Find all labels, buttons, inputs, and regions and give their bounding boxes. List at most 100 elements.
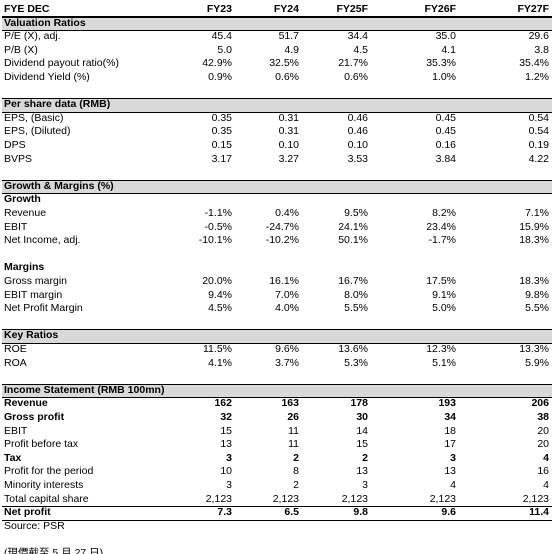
cell: 1.2% <box>525 71 549 83</box>
cell: 4.5 <box>353 43 368 56</box>
cell: 20.0% <box>202 275 232 287</box>
row-label: EBIT <box>4 220 28 233</box>
cell: 20 <box>537 438 549 451</box>
row-label: EPS, (Diluted) <box>4 125 71 138</box>
section-title: Per share data (RMB) <box>4 98 111 111</box>
row-label: ROA <box>4 356 27 369</box>
cell: 2,123 <box>522 492 549 505</box>
cell: 0.10 <box>278 139 299 151</box>
cell: 45.4 <box>211 30 232 43</box>
cell: 4 <box>450 479 456 491</box>
cell: 38 <box>537 411 549 423</box>
source: Source: PSR <box>4 519 65 532</box>
cell: -10.2% <box>265 234 299 247</box>
cell: 4.5% <box>208 302 232 315</box>
row-label: Minority interests <box>4 479 84 491</box>
cell: 1.0% <box>432 71 456 83</box>
cell: 34.4 <box>347 30 368 43</box>
row-label: ROE <box>4 343 27 355</box>
row-label: Gross margin <box>4 275 68 287</box>
cell: 21.7% <box>338 57 368 70</box>
cell: 3 <box>450 451 456 464</box>
cell: 3.53 <box>347 152 368 165</box>
cell: 0.6% <box>275 71 299 83</box>
cell: 8.0% <box>344 288 368 301</box>
row-label: P/B (X) <box>4 43 38 56</box>
cell: 20 <box>537 424 549 437</box>
row-label: Dividend Yield (%) <box>4 71 90 83</box>
section-band <box>2 16 552 32</box>
cell: 12.3% <box>426 343 456 355</box>
row-band <box>2 506 552 521</box>
cell: 14 <box>356 424 368 437</box>
column-header: FY24 <box>273 3 299 15</box>
row-label: DPS <box>4 139 26 151</box>
cell: 9.5% <box>344 207 368 219</box>
cell: 4 <box>543 479 549 491</box>
row-label: Net profit <box>4 506 51 519</box>
cell: 32.5% <box>269 57 299 70</box>
cell: 26 <box>287 411 299 423</box>
cell: 35.3% <box>426 57 456 70</box>
section-title: Growth & Margins (%) <box>4 179 114 192</box>
section-band <box>2 98 552 113</box>
cell: 193 <box>438 397 456 410</box>
cell: 3 <box>226 451 232 464</box>
cell: 4.9 <box>284 43 299 56</box>
cell: 8 <box>293 465 299 478</box>
cell: 13 <box>356 465 368 478</box>
column-header: FY23 <box>206 3 232 15</box>
cell: 0.35 <box>211 111 232 124</box>
cell: 11.5% <box>203 343 232 355</box>
row-label: Profit before tax <box>4 438 79 451</box>
row-label: Tax <box>4 451 22 464</box>
cell: 34 <box>444 411 456 423</box>
cell: 0.45 <box>435 125 456 138</box>
cell: 9.6 <box>441 506 456 519</box>
row-label: Dividend payout ratio(%) <box>4 57 119 70</box>
cell: 3.27 <box>278 152 299 165</box>
row-label: Net Income, adj. <box>4 234 81 247</box>
cell: 0.54 <box>528 111 549 124</box>
cell: 3.8 <box>534 43 549 56</box>
cell: 4.22 <box>528 152 549 165</box>
cell: 23.4% <box>426 220 456 233</box>
cell: 7.1% <box>525 207 549 219</box>
cell: 29.6 <box>528 30 549 43</box>
cell: 13 <box>220 438 232 451</box>
cell: 35.0 <box>435 30 456 43</box>
cell: 5.1% <box>432 356 456 369</box>
cell: 0.31 <box>278 111 299 124</box>
cell: 9.4% <box>208 288 232 301</box>
row-label: Net Profit Margin <box>4 302 83 315</box>
cell: 15 <box>356 438 368 451</box>
cell: 32 <box>220 411 232 423</box>
cell: 0.6% <box>344 71 368 83</box>
row-label: Profit for the period <box>4 465 94 478</box>
cell: 4.1 <box>441 43 456 56</box>
cell: 3.84 <box>435 152 456 165</box>
cell: 7.3 <box>217 506 232 519</box>
cell: 42.9% <box>202 57 232 70</box>
cell: 0.31 <box>278 125 299 138</box>
section-band <box>2 179 552 195</box>
row-label: BVPS <box>4 152 33 165</box>
cell: 5.9% <box>525 356 549 369</box>
cell: 9.8% <box>525 288 549 301</box>
cell: 15.9% <box>519 220 549 233</box>
cell: 2 <box>293 479 299 491</box>
cell: 17.5% <box>426 275 456 287</box>
row-label: Total capital share <box>4 492 89 505</box>
cell: 7.0% <box>275 288 299 301</box>
cell: 3.17 <box>211 152 232 165</box>
cell: 4.0% <box>275 302 299 315</box>
cell: 17 <box>444 438 456 451</box>
cell: 178 <box>350 397 368 410</box>
column-header: FY25F <box>336 3 368 15</box>
cell: 13.3% <box>519 343 549 355</box>
cell: 0.9% <box>208 71 232 83</box>
cell: 18 <box>444 424 456 437</box>
cell: 2 <box>293 451 299 464</box>
cell: 16 <box>537 465 549 478</box>
